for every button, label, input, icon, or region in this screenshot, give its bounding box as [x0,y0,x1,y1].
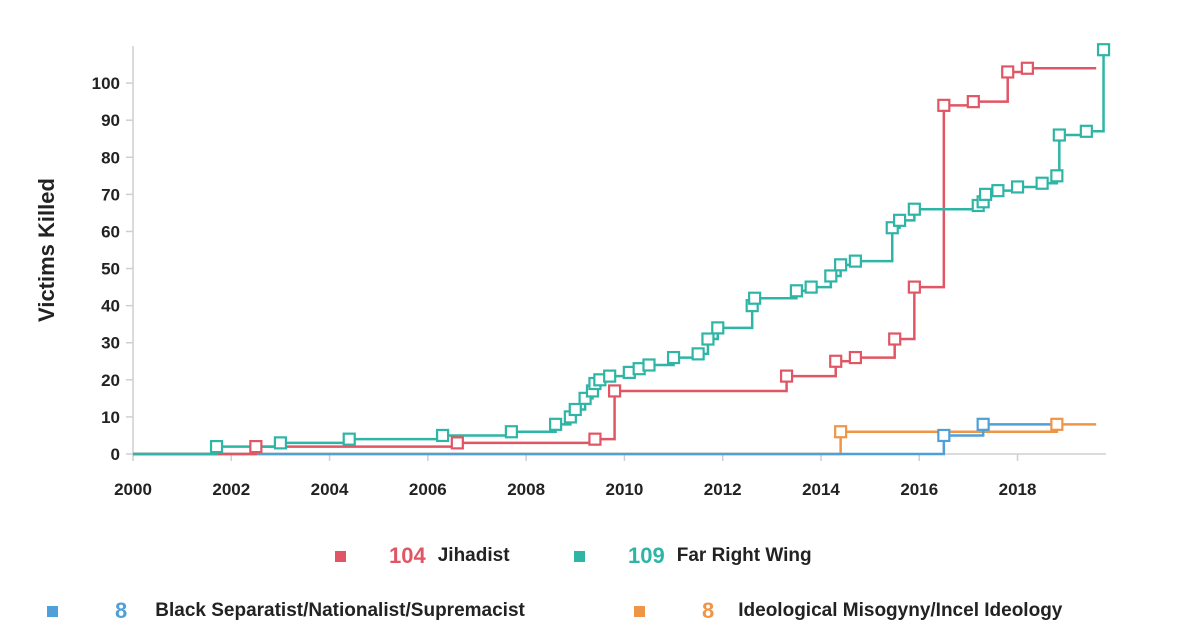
data-point-far-right-wing [991,184,1005,198]
data-point-jihadist [779,369,794,383]
legend-item-jihadist: 104 Jihadist [335,541,510,571]
x-tick-label: 2004 [311,480,349,499]
data-point-far-right-wing [748,291,762,305]
data-point-far-right-wing [435,428,450,443]
data-point-jihadist [888,332,902,346]
x-tick-label: 2008 [507,480,545,499]
data-point-far-right-wing [1050,169,1064,183]
data-point-black-separatist-nationalist-supremacist [976,417,990,431]
legend-swatch-far-right-wing [574,550,585,562]
data-point-far-right-wing [804,280,818,294]
y-tick-label: 40 [101,297,120,316]
data-point-ideological-misogyny-incel-ideology [834,425,848,439]
data-point-far-right-wing [1010,180,1025,194]
data-point-jihadist [1001,65,1015,79]
legend-item-black-separatist: 8 Black Separatist/Nationalist/Supremaci… [47,596,525,626]
data-point-far-right-wing [342,432,356,446]
legend-count-far-right-wing: 109 [628,543,665,568]
data-point-jihadist [848,350,862,365]
x-tick-label: 2018 [999,480,1037,499]
data-point-far-right-wing [273,436,288,450]
data-point-far-right-wing [789,284,804,298]
data-point-far-right-wing [549,417,563,431]
legend-label-far-right-wing: Far Right Wing [676,545,812,566]
data-point-jihadist [249,439,263,454]
legend-item-far-right-wing: 109 Far Right Wing [574,541,812,571]
legend-count-incel-ideology: 8 [702,598,715,623]
data-point-jihadist [907,280,921,294]
legend-swatch-black-separatist [47,605,58,617]
x-tick-label: 2006 [409,480,447,499]
data-point-jihadist [607,384,622,398]
y-tick-label: 100 [92,74,120,93]
data-point-jihadist [1020,61,1034,75]
data-point-far-right-wing [1035,176,1049,190]
y-tick-label: 0 [111,445,120,464]
y-tick-label: 90 [101,111,120,130]
data-point-far-right-wing [701,332,715,346]
legend-label-incel-ideology: Ideological Misogyny/Incel Ideology [738,600,1063,621]
data-point-far-right-wing [1052,128,1066,142]
data-point-far-right-wing [1079,124,1093,138]
legend-count-jihadist: 104 [389,543,426,568]
data-point-far-right-wing [979,187,993,201]
x-tick-label: 2002 [212,480,250,499]
data-point-jihadist [829,354,843,368]
y-axis-label: Victims Killed [34,178,59,322]
legend-swatch-jihadist [335,550,346,562]
legend-swatch-incel-ideology [634,605,645,617]
data-point-far-right-wing [711,321,725,335]
y-tick-label: 50 [101,260,120,279]
y-tick-label: 70 [101,185,120,204]
y-tick-label: 80 [101,148,120,167]
data-point-far-right-wing [666,350,681,365]
x-ticks: 2000 2002 2004 2006 2008 2010 2012 2014 2016 2018 [114,454,1036,499]
data-point-far-right-wing [642,358,656,372]
series-line-black-separatist-nationalist-supremacist [133,423,1057,456]
data-point-far-right-wing [504,425,518,439]
data-point-jihadist [937,98,951,112]
data-point-far-right-wing [824,269,838,283]
data-point-far-right-wing [1096,43,1111,57]
data-point-far-right-wing [578,391,592,405]
legend-label-black-separatist: Black Separatist/Nationalist/Supremacist [155,600,525,621]
legend-label-jihadist: Jihadist [437,545,510,566]
data-point-far-right-wing [834,258,848,272]
series-markers [209,43,1111,454]
legend-count-black-separatist: 8 [115,598,128,623]
data-point-jihadist [588,432,602,446]
data-point-far-right-wing [885,221,899,235]
y-tick-label: 60 [101,222,120,241]
data-point-far-right-wing [893,213,907,227]
y-tick-label: 30 [101,334,120,353]
data-point-far-right-wing [603,369,617,383]
x-tick-label: 2000 [114,480,152,499]
x-tick-label: 2010 [606,480,644,499]
y-tick-label: 20 [101,371,120,390]
data-point-far-right-wing [568,402,582,417]
data-point-ideological-misogyny-incel-ideology [1050,417,1064,431]
data-point-jihadist [966,95,980,109]
data-point-black-separatist-nationalist-supremacist [937,428,951,443]
x-tick-label: 2016 [900,480,938,499]
data-point-far-right-wing [691,347,705,361]
x-tick-label: 2012 [704,480,742,499]
legend-item-incel-ideology: 8 Ideological Misogyny/Incel Ideology [634,596,1062,626]
data-point-far-right-wing [907,202,921,216]
y-tick-label: 10 [101,408,120,427]
data-point-far-right-wing [848,254,862,268]
x-tick-label: 2014 [802,480,840,499]
data-point-jihadist [450,436,464,450]
data-point-far-right-wing [209,439,224,454]
y-ticks: 0 10 20 30 40 50 60 70 80 90 100 [92,74,133,464]
